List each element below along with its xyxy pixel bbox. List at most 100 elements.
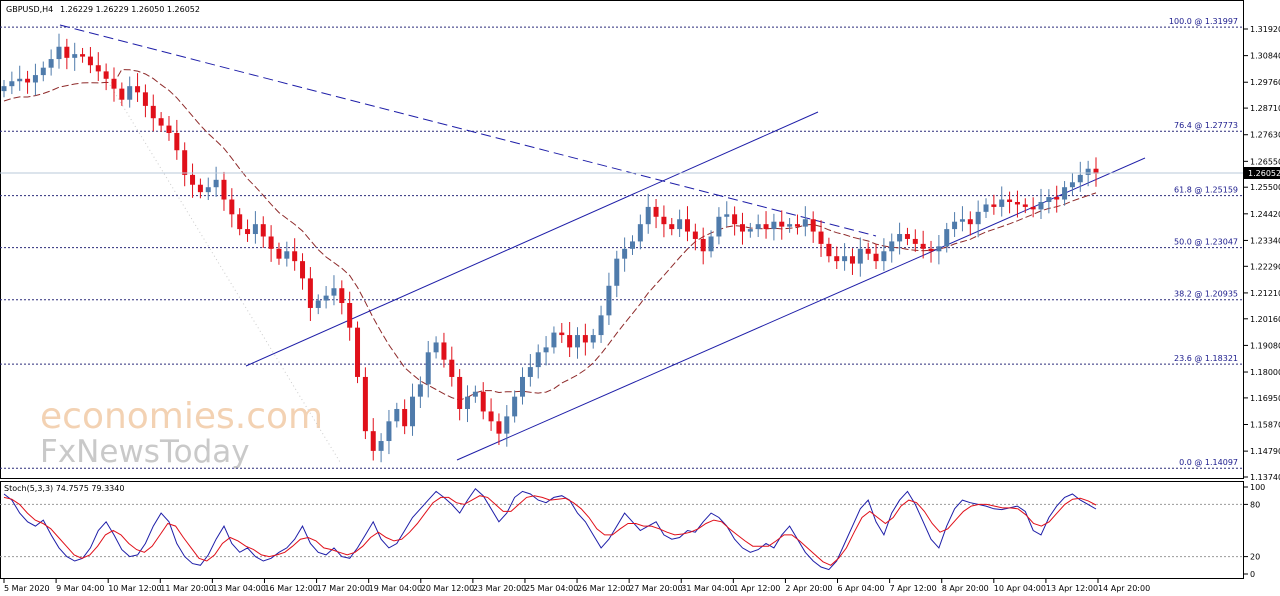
bullish-candle bbox=[1038, 188, 1044, 219]
candle-body bbox=[300, 261, 306, 279]
candle-body bbox=[433, 342, 439, 353]
candle-body bbox=[284, 251, 290, 259]
candle-body bbox=[410, 396, 416, 427]
time-tick-label: 2 Apr 20:00 bbox=[785, 584, 832, 593]
bearish-candle bbox=[441, 332, 447, 368]
bearish-candle bbox=[669, 218, 675, 236]
time-tick-label: 1 Apr 12:00 bbox=[733, 584, 780, 593]
bullish-candle bbox=[252, 211, 258, 244]
bearish-candle bbox=[300, 253, 306, 290]
candle-body bbox=[567, 335, 573, 348]
price-tick-label: 1.22290 bbox=[1250, 262, 1280, 271]
bearish-candle bbox=[1054, 185, 1060, 213]
bearish-candle bbox=[865, 242, 871, 260]
bullish-candle bbox=[952, 212, 958, 237]
stoch-tick-label: 80 bbox=[1250, 500, 1260, 509]
time-tick-label: 6 Apr 04:00 bbox=[838, 584, 885, 593]
candle-body bbox=[677, 219, 683, 230]
fib-level-label: 50.0 @ 1.23047 bbox=[1174, 238, 1238, 247]
candle-body bbox=[1038, 201, 1044, 210]
candle-body bbox=[103, 71, 109, 79]
bearish-candle bbox=[25, 70, 31, 94]
fib-level-label: 38.2 @ 1.20935 bbox=[1174, 290, 1238, 299]
bullish-candle bbox=[32, 63, 38, 96]
fib-level-label: 76.4 @ 1.27773 bbox=[1174, 121, 1238, 130]
candle-body bbox=[32, 75, 38, 83]
bearish-candle bbox=[739, 212, 745, 245]
descending-trendline bbox=[59, 24, 877, 237]
bearish-candle bbox=[967, 211, 973, 236]
price-tick-label: 1.27630 bbox=[1250, 131, 1280, 140]
bullish-candle bbox=[433, 336, 439, 359]
candle-body bbox=[944, 229, 950, 247]
bullish-candle bbox=[527, 354, 533, 387]
time-tick-label: 7 Apr 12:00 bbox=[890, 584, 937, 593]
candle-body bbox=[394, 408, 400, 422]
bearish-candle bbox=[779, 210, 785, 240]
bearish-candle bbox=[64, 38, 70, 70]
stochastic-pane: 100 80 20 0 bbox=[0, 483, 1265, 579]
time-tick-label: 13 Mar 04:00 bbox=[212, 584, 265, 593]
candle-body bbox=[763, 224, 769, 230]
bearish-candle bbox=[920, 230, 926, 259]
trendlines bbox=[59, 24, 1146, 463]
candle-body bbox=[17, 78, 23, 82]
bearish-candle bbox=[80, 47, 86, 63]
fib-level-label: 100.0 @ 1.31997 bbox=[1169, 17, 1238, 26]
candle-body bbox=[771, 221, 777, 230]
candle-body bbox=[95, 65, 101, 72]
candle-body bbox=[260, 224, 266, 237]
bearish-candle bbox=[692, 223, 698, 251]
time-tick-label: 10 Apr 04:00 bbox=[994, 584, 1046, 593]
candle-body bbox=[849, 256, 855, 264]
bullish-candle bbox=[127, 76, 133, 108]
bearish-candle bbox=[457, 369, 463, 421]
bullish-candle bbox=[889, 233, 895, 263]
bearish-candle bbox=[103, 63, 109, 91]
bearish-candle bbox=[732, 206, 738, 236]
bullish-candle bbox=[410, 383, 416, 436]
bullish-candle bbox=[787, 218, 793, 233]
fib-level-label: 0.0 @ 1.14097 bbox=[1179, 458, 1238, 467]
candle-body bbox=[826, 243, 832, 257]
bearish-candle bbox=[237, 208, 243, 236]
bearish-candle bbox=[661, 205, 667, 238]
candle-body bbox=[182, 150, 188, 175]
bearish-candle bbox=[307, 267, 313, 322]
bullish-candle bbox=[881, 238, 887, 271]
bullish-candle bbox=[999, 186, 1005, 217]
candle-body bbox=[1077, 174, 1083, 183]
bullish-candle bbox=[724, 201, 730, 227]
bearish-candle bbox=[849, 248, 855, 275]
bullish-candle bbox=[708, 230, 714, 258]
bearish-candle bbox=[1014, 190, 1020, 218]
bullish-candle bbox=[56, 33, 62, 69]
bullish-candle bbox=[551, 326, 557, 354]
candle-body bbox=[527, 367, 533, 377]
price-tick-label: 1.31920 bbox=[1250, 25, 1280, 34]
candle-body bbox=[1046, 197, 1052, 202]
candle-body bbox=[9, 81, 15, 87]
bearish-candle bbox=[370, 418, 376, 461]
candle-body bbox=[56, 46, 62, 60]
bearish-candle bbox=[347, 291, 353, 341]
candle-body bbox=[386, 421, 392, 442]
bearish-candle bbox=[904, 227, 910, 246]
bearish-candle bbox=[488, 398, 494, 431]
time-tick-label: 11 Mar 20:00 bbox=[160, 584, 213, 593]
price-tick-label: 1.21210 bbox=[1250, 289, 1280, 298]
candle-body bbox=[928, 248, 934, 252]
fibonacci-levels: 100.0 @ 1.31997 76.4 @ 1.27773 61.8 @ 1.25… bbox=[0, 17, 1243, 469]
candle-body bbox=[920, 243, 926, 249]
bearish-candle bbox=[763, 211, 769, 239]
bullish-candle bbox=[944, 222, 950, 253]
bullish-candle bbox=[40, 61, 46, 82]
candle-body bbox=[292, 251, 298, 262]
bearish-candle bbox=[221, 171, 227, 211]
candle-body bbox=[465, 396, 471, 409]
candle-body bbox=[441, 342, 447, 360]
candle-body bbox=[25, 78, 31, 83]
candle-body bbox=[40, 67, 46, 76]
bearish-candle bbox=[95, 52, 101, 81]
price-axis: 1.31920 1.30840 1.29760 1.28710 1.27630 1.265… bbox=[1243, 25, 1280, 482]
